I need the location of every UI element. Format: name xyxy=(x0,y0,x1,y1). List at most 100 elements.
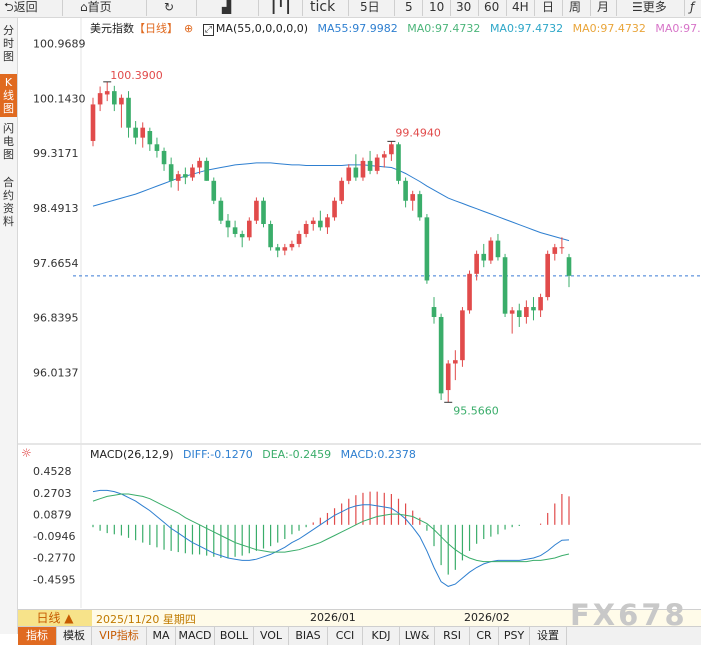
candle-body xyxy=(516,310,522,317)
ma55-value: MA55:97.9982 xyxy=(317,22,398,35)
candle-body xyxy=(268,224,273,248)
candle-body xyxy=(175,174,181,181)
draw-tools-button[interactable]: ┃╹┃ xyxy=(270,0,292,16)
back-button[interactable]: ⮌返回 xyxy=(4,0,38,14)
more-button[interactable]: ☰更多 xyxy=(632,0,667,14)
candle-body xyxy=(183,174,188,178)
divider xyxy=(562,0,563,16)
indicator-tab-vip指标[interactable]: VIP指标 xyxy=(92,627,147,645)
period-4h[interactable]: 4H xyxy=(512,0,529,14)
indicator-tab-boll[interactable]: BOLL xyxy=(215,627,254,645)
ma55-line xyxy=(92,162,570,242)
period-5day[interactable]: 5日 xyxy=(360,0,380,14)
indicator-tab-cr[interactable]: CR xyxy=(470,627,499,645)
candle-body xyxy=(431,307,437,317)
candle-body xyxy=(566,257,572,276)
sun-settings-icon[interactable]: ☼ xyxy=(21,446,32,460)
home-icon: ⌂ xyxy=(80,0,88,14)
candle-body xyxy=(531,307,536,311)
divider xyxy=(348,0,349,16)
candle-body xyxy=(509,310,515,314)
macd-legend: MACD(26,12,9) DIFF:-0.1270 DEA:-0.2459 M… xyxy=(90,448,422,461)
settings-gear-icon[interactable]: ⊕ xyxy=(184,22,194,35)
candle-body xyxy=(481,253,487,261)
candle-body xyxy=(396,144,401,181)
indicator-tab-rsi[interactable]: RSI xyxy=(435,627,470,645)
price-axis-label: 100.9689 xyxy=(33,37,86,50)
candle-body xyxy=(453,360,458,364)
high-annotation: 100.3900 xyxy=(110,69,163,82)
candle-body xyxy=(289,243,295,248)
candle-body xyxy=(239,233,245,238)
ma-params: MA(55,0,0,0,0,0) xyxy=(215,22,308,35)
candle-body xyxy=(246,220,252,238)
indicator-tab-psy[interactable]: PSY xyxy=(499,627,530,645)
candle-body xyxy=(112,91,117,105)
indicator-tab-bias[interactable]: BIAS xyxy=(289,627,328,645)
chart-type-button[interactable]: ▟ xyxy=(222,0,231,16)
divider xyxy=(62,0,63,16)
candle-body xyxy=(218,200,224,221)
period-week[interactable]: 周 xyxy=(569,0,582,14)
indicator-tab-指标[interactable]: 指标 xyxy=(18,627,57,645)
candle-body xyxy=(90,104,96,141)
candle-body xyxy=(303,224,309,234)
tab-kline[interactable]: K线图 xyxy=(0,74,17,117)
indicator-tab-kdj[interactable]: KDJ xyxy=(363,627,400,645)
home-button[interactable]: ⌂首页 xyxy=(80,0,112,14)
candle-body xyxy=(97,93,103,105)
divider xyxy=(590,0,591,16)
ma-settings-icon[interactable]: ⤢ xyxy=(202,24,214,36)
price-axis-label: 96.0137 xyxy=(33,367,79,380)
refresh-button[interactable]: ↻ xyxy=(164,0,174,16)
period-10min[interactable]: 10 xyxy=(429,0,445,14)
chart-area[interactable]: 100.9689 100.1430 99.3171 98.4913 97.6654 96.… xyxy=(18,18,701,608)
mid-high-annotation: 99.4940 xyxy=(395,126,441,139)
period-30min[interactable]: 30 xyxy=(456,0,472,14)
indicator-tab-lw[interactable]: LW& xyxy=(400,627,435,645)
bar-chart-icon: ▟ xyxy=(222,0,232,14)
tab-contract-info[interactable]: 合约资料 xyxy=(3,176,14,228)
divider xyxy=(422,0,423,16)
period-tick[interactable]: tick xyxy=(310,0,336,15)
candle-body xyxy=(261,200,266,224)
macd-axis-label: -0.0946 xyxy=(33,530,75,543)
tab-timeshare[interactable]: 分时图 xyxy=(3,24,14,63)
period-month[interactable]: 月 xyxy=(597,0,610,14)
divider xyxy=(534,0,535,16)
candle-body xyxy=(524,307,529,317)
candle-body xyxy=(360,160,366,178)
candle-body xyxy=(225,220,231,228)
indicator-tab-ma[interactable]: MA xyxy=(147,627,176,645)
candle-body xyxy=(417,194,423,218)
candle-body xyxy=(204,160,209,181)
tab-lightning[interactable]: 闪电图 xyxy=(3,122,14,161)
candle-body xyxy=(140,127,146,138)
period-60min[interactable]: 60 xyxy=(484,0,500,14)
candle-body xyxy=(403,180,408,201)
period-5min[interactable]: 5 xyxy=(405,0,413,14)
divider xyxy=(196,0,197,16)
indicator-tab-cci[interactable]: CCI xyxy=(328,627,363,645)
price-axis-label: 97.6654 xyxy=(33,257,79,270)
indicator-tab-bar: 指标 模板 VIP指标 MA MACD BOLL VOL BIAS CCI KDJ LW& RSI CR… xyxy=(18,626,701,645)
formula-icon[interactable]: ƒ xyxy=(690,0,695,14)
ma0-value-2: MA0:97.4732 xyxy=(489,22,564,35)
period-select-button[interactable]: 日线 ▲ xyxy=(18,610,92,626)
low-annotation: 95.5660 xyxy=(453,404,499,417)
divider xyxy=(302,0,303,16)
price-axis-label: 99.3171 xyxy=(33,147,79,160)
candle-body xyxy=(488,240,494,261)
indicator-tab-macd[interactable]: MACD xyxy=(176,627,215,645)
candle-body xyxy=(552,247,558,254)
indicator-tab-vol[interactable]: VOL xyxy=(254,627,289,645)
candlestick-icon: ┃╹┃ xyxy=(270,0,292,14)
divider xyxy=(506,0,507,16)
back-arrow-icon: ⮌ xyxy=(4,0,14,14)
indicator-tab-设置[interactable]: 设置 xyxy=(530,627,567,645)
indicator-tab-模板[interactable]: 模板 xyxy=(57,627,92,645)
period-day[interactable]: 日 xyxy=(542,0,555,14)
period-label[interactable]: 【日线】 xyxy=(134,22,178,35)
ma0-value-1: MA0:97.4732 xyxy=(407,22,481,35)
candle-body xyxy=(346,167,352,181)
